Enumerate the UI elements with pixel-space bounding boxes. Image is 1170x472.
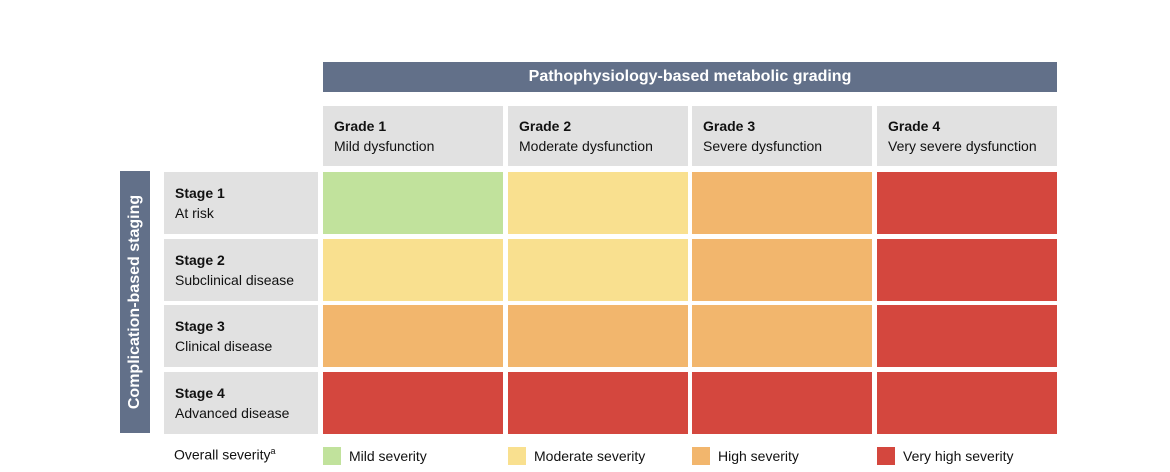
stage-header-1: Stage 1 At risk	[164, 172, 318, 234]
matrix-cell	[692, 305, 872, 367]
matrix-cell	[323, 305, 503, 367]
legend-swatch	[323, 447, 341, 465]
matrix-cell	[692, 239, 872, 301]
legend-swatch	[508, 447, 526, 465]
legend-swatch	[692, 447, 710, 465]
matrix-cell	[508, 305, 688, 367]
legend-label-very-high: Very high severity	[903, 448, 1014, 464]
legend-label-mild: Mild severity	[349, 448, 427, 464]
grade-subtitle: Moderate dysfunction	[519, 138, 653, 154]
stage-title: Stage 1	[175, 185, 225, 201]
matrix-cell	[508, 372, 688, 434]
grade-header-3: Grade 3 Severe dysfunction	[692, 106, 872, 166]
matrix-cell	[323, 172, 503, 234]
matrix-cell	[877, 305, 1057, 367]
stage-subtitle: Subclinical disease	[175, 272, 295, 288]
matrix-cell	[508, 172, 688, 234]
legend-label-moderate: Moderate severity	[534, 448, 646, 464]
grading-header-text: Pathophysiology-based metabolic grading	[528, 68, 852, 85]
grade-header-4: Grade 4 Very severe dysfunction	[877, 106, 1057, 166]
legend-swatch	[877, 447, 895, 465]
legend-title: Overall severitya	[174, 446, 275, 463]
staging-header-text: Complication-based staging	[126, 194, 143, 410]
grade-title: Grade 4	[888, 118, 941, 134]
stage-subtitle: Advanced disease	[175, 405, 290, 421]
staging-header: Complication-based staging	[120, 171, 150, 433]
grade-subtitle: Severe dysfunction	[703, 138, 823, 154]
stage-subtitle: At risk	[175, 205, 214, 221]
matrix-cell	[692, 172, 872, 234]
matrix-cell	[508, 239, 688, 301]
grade-subtitle: Very severe dysfunction	[888, 138, 1037, 154]
matrix-cell	[323, 239, 503, 301]
grading-header: Pathophysiology-based metabolic grading	[323, 62, 1057, 92]
legend-footnote: a	[270, 446, 276, 456]
grade-header-2: Grade 2 Moderate dysfunction	[508, 106, 688, 166]
matrix-cell	[323, 372, 503, 434]
matrix-cell	[877, 372, 1057, 434]
legend-label-high: High severity	[718, 448, 799, 464]
stage-title: Stage 4	[175, 385, 225, 401]
grade-header-1: Grade 1 Mild dysfunction	[323, 106, 503, 166]
stage-header-4: Stage 4 Advanced disease	[164, 372, 318, 434]
stage-header-2: Stage 2 Subclinical disease	[164, 239, 318, 301]
grade-title: Grade 2	[519, 118, 572, 134]
legend-title-text: Overall severity	[174, 446, 271, 463]
stage-header-3: Stage 3 Clinical disease	[164, 305, 318, 367]
matrix-cell	[692, 372, 872, 434]
matrix-cell	[877, 239, 1057, 301]
matrix-cell	[877, 172, 1057, 234]
stage-title: Stage 3	[175, 318, 225, 334]
stage-title: Stage 2	[175, 252, 225, 268]
grade-subtitle: Mild dysfunction	[334, 138, 435, 154]
grade-title: Grade 3	[703, 118, 756, 134]
grade-title: Grade 1	[334, 118, 387, 134]
stage-subtitle: Clinical disease	[175, 338, 273, 354]
